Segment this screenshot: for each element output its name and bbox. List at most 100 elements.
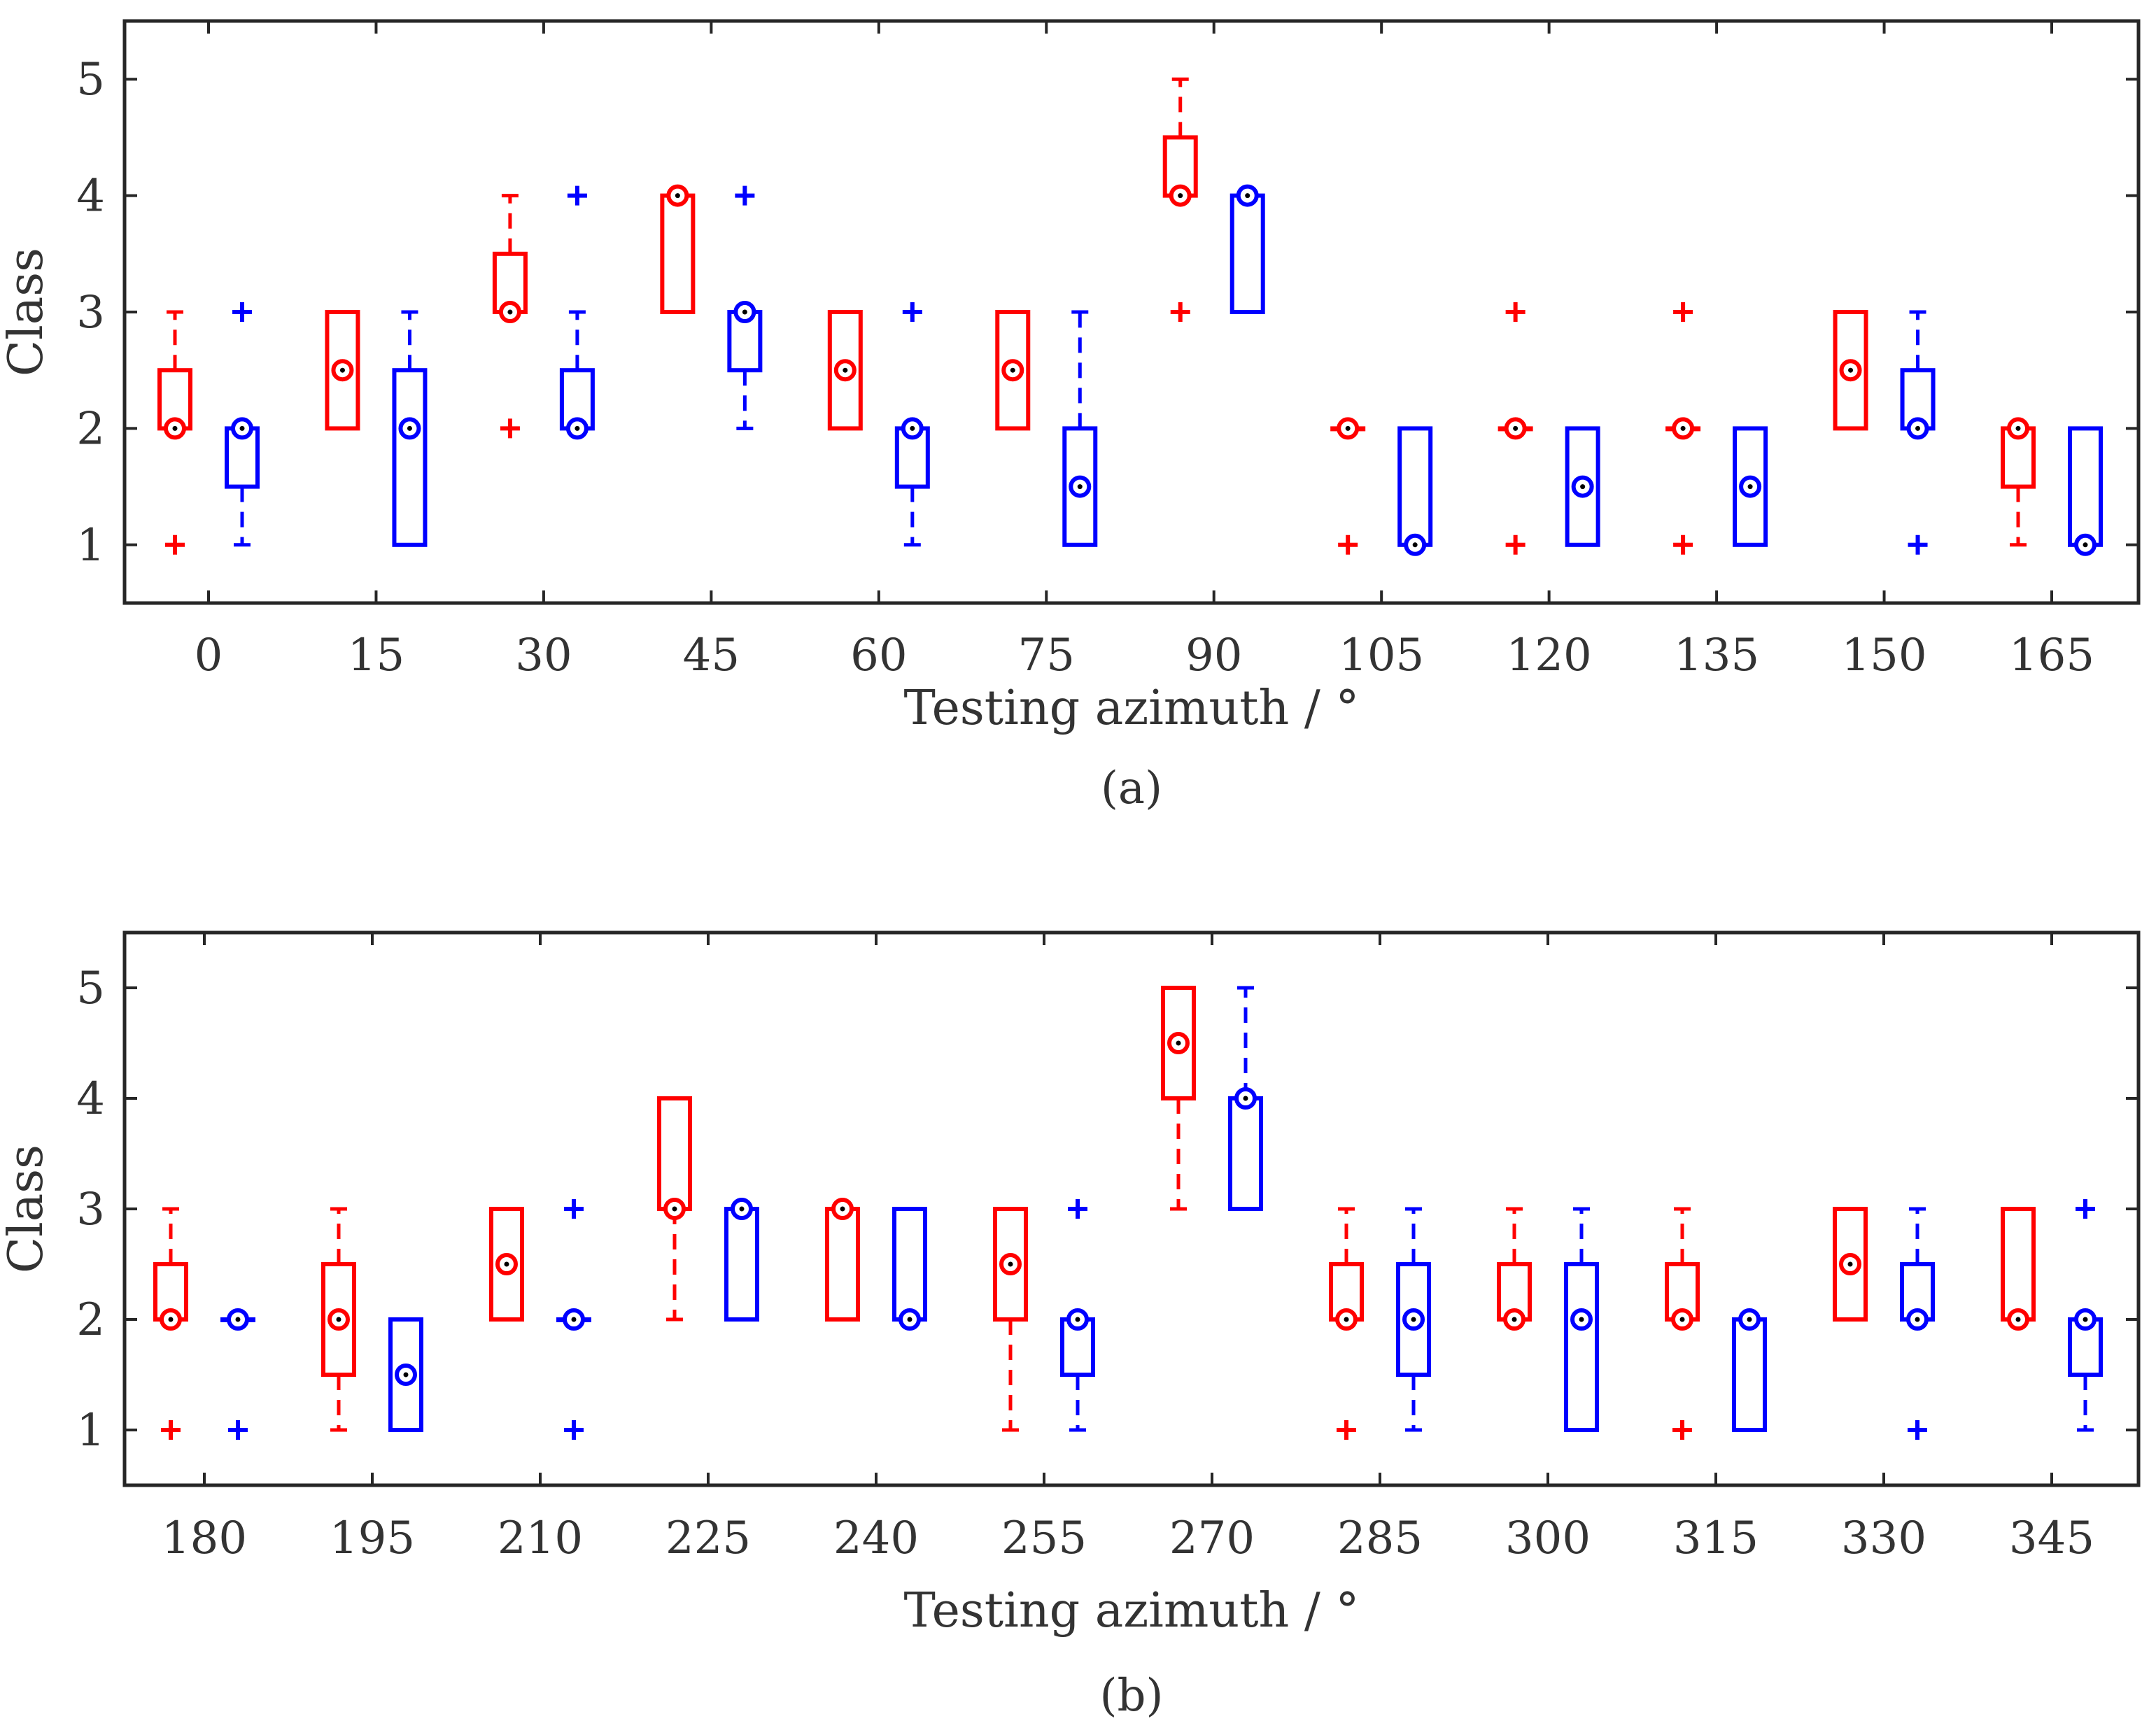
median-dot bbox=[739, 1206, 745, 1212]
outlier-marker bbox=[2076, 1199, 2095, 1219]
x-tick-label: 30 bbox=[515, 630, 572, 681]
median-dot bbox=[407, 425, 412, 431]
box-red-90 bbox=[1162, 77, 1198, 322]
x-tick-label: 285 bbox=[1337, 1513, 1423, 1564]
box-body bbox=[1733, 426, 1768, 547]
box-red-105 bbox=[1330, 417, 1366, 555]
box-blue-15 bbox=[392, 310, 428, 547]
x-tick-label: 345 bbox=[2009, 1513, 2094, 1564]
box-blue-60 bbox=[894, 302, 930, 547]
median-dot bbox=[2083, 1317, 2088, 1322]
outlier-marker bbox=[1505, 534, 1526, 555]
box-blue-315 bbox=[1732, 1308, 1767, 1432]
x-tick-label: 0 bbox=[195, 630, 223, 681]
x-tick-label: 270 bbox=[1169, 1513, 1255, 1564]
y-tick-label: 2 bbox=[76, 403, 105, 455]
box-body bbox=[657, 1096, 692, 1211]
outlier-marker bbox=[564, 1199, 584, 1219]
box-body bbox=[1228, 1096, 1263, 1211]
median-dot bbox=[235, 1317, 241, 1322]
median-dot bbox=[2015, 425, 2021, 431]
outlier-marker bbox=[500, 418, 520, 439]
box-body bbox=[993, 1207, 1028, 1322]
box-blue-270 bbox=[1228, 986, 1263, 1211]
x-tick-label: 15 bbox=[348, 630, 404, 681]
panel-label: (b) bbox=[1100, 1670, 1164, 1722]
outlier-marker bbox=[1908, 534, 1928, 555]
outlier-marker bbox=[567, 185, 587, 206]
y-tick-label: 5 bbox=[76, 54, 105, 106]
x-tick-label: 225 bbox=[665, 1513, 751, 1564]
median-dot bbox=[571, 1317, 577, 1322]
median-dot bbox=[1412, 542, 1418, 548]
x-tick-label: 75 bbox=[1018, 630, 1075, 681]
box-body bbox=[1161, 986, 1196, 1100]
median-dot bbox=[1178, 193, 1183, 199]
outlier-marker bbox=[1673, 534, 1693, 555]
x-tick-label: 315 bbox=[1673, 1513, 1759, 1564]
x-tick-label: 105 bbox=[1339, 630, 1424, 681]
box-blue-210 bbox=[556, 1199, 591, 1440]
median-dot bbox=[339, 367, 345, 373]
box-red-120 bbox=[1498, 302, 1533, 555]
outlier-marker bbox=[1673, 302, 1693, 322]
median-dot bbox=[742, 309, 747, 315]
median-dot bbox=[907, 1317, 913, 1322]
median-dot bbox=[403, 1372, 409, 1378]
median-dot bbox=[172, 425, 178, 431]
box-red-60 bbox=[827, 310, 863, 431]
median-dot bbox=[840, 1206, 845, 1212]
median-dot bbox=[1512, 1317, 1517, 1322]
outlier-marker bbox=[1505, 302, 1526, 322]
outlier-marker bbox=[735, 185, 755, 206]
median-dot bbox=[1245, 193, 1250, 199]
box-red-75 bbox=[995, 310, 1031, 431]
x-tick-label: 210 bbox=[498, 1513, 583, 1564]
y-tick-label: 3 bbox=[76, 287, 105, 339]
box-red-240 bbox=[825, 1198, 860, 1322]
median-dot bbox=[675, 193, 680, 199]
box-blue-30 bbox=[559, 185, 595, 440]
box-blue-330 bbox=[1900, 1207, 1935, 1440]
median-dot bbox=[843, 367, 848, 373]
box-blue-75 bbox=[1062, 310, 1098, 547]
outlier-marker bbox=[165, 534, 185, 555]
median-dot bbox=[1679, 1317, 1685, 1322]
median-dot bbox=[1579, 1317, 1584, 1322]
median-dot bbox=[1513, 425, 1519, 431]
box-body bbox=[388, 1317, 423, 1432]
median-dot bbox=[1915, 1317, 1920, 1322]
box-blue-195 bbox=[388, 1317, 423, 1432]
y-tick-label: 5 bbox=[76, 963, 105, 1014]
box-blue-345 bbox=[2068, 1199, 2103, 1432]
box-blue-45 bbox=[727, 185, 763, 430]
median-dot bbox=[1176, 1040, 1181, 1046]
median-dot bbox=[1848, 367, 1854, 373]
box-red-135 bbox=[1665, 302, 1701, 555]
x-tick-label: 135 bbox=[1674, 630, 1759, 681]
x-tick-label: 150 bbox=[1841, 630, 1926, 681]
median-dot bbox=[507, 309, 513, 315]
box-red-270 bbox=[1161, 986, 1196, 1211]
median-dot bbox=[575, 425, 580, 431]
box-blue-300 bbox=[1564, 1207, 1599, 1432]
x-tick-label: 180 bbox=[162, 1513, 247, 1564]
box-body bbox=[1732, 1317, 1767, 1432]
median-dot bbox=[1008, 1261, 1013, 1267]
box-body bbox=[392, 368, 428, 547]
outlier-marker bbox=[232, 302, 252, 322]
median-dot bbox=[168, 1317, 174, 1322]
x-tick-label: 195 bbox=[330, 1513, 415, 1564]
box-body bbox=[825, 1207, 860, 1322]
outlier-marker bbox=[902, 302, 922, 322]
median-dot bbox=[336, 1317, 341, 1322]
box-body bbox=[489, 1207, 524, 1322]
median-dot bbox=[1580, 484, 1586, 490]
box-red-15 bbox=[325, 310, 360, 431]
box-blue-120 bbox=[1565, 426, 1600, 547]
median-dot bbox=[1747, 484, 1753, 490]
box-body bbox=[995, 310, 1031, 431]
x-tick-label: 330 bbox=[1841, 1513, 1926, 1564]
